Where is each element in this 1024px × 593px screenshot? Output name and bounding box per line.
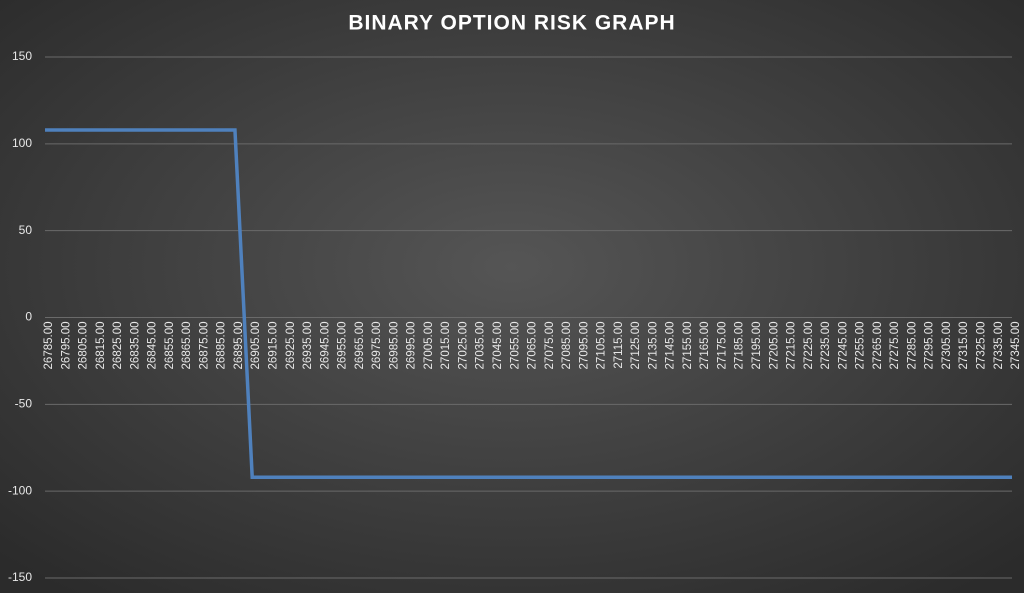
x-tick-label: 27305.00: [941, 322, 953, 370]
x-tick-label: 27135.00: [647, 322, 659, 370]
x-tick-label: 27025.00: [457, 322, 469, 370]
x-tick-label: 27005.00: [423, 322, 435, 370]
y-tick-label: -50: [15, 397, 33, 411]
y-tick-label: 0: [25, 310, 32, 324]
x-tick-label: 26835.00: [129, 322, 141, 370]
y-tick-label: 50: [19, 223, 33, 237]
x-tick-label: 26805.00: [78, 322, 90, 370]
x-tick-label: 27325.00: [975, 322, 987, 370]
x-tick-label: 27295.00: [924, 322, 936, 370]
x-tick-label: 26785.00: [43, 322, 55, 370]
x-tick-label: 27115.00: [613, 322, 625, 369]
x-tick-label: 27245.00: [837, 322, 849, 370]
x-tick-label: 27105.00: [596, 322, 608, 370]
x-tick-label: 26895.00: [233, 322, 245, 370]
x-tick-label: 27045.00: [492, 322, 504, 370]
y-tick-label: 150: [12, 49, 32, 63]
x-tick-label: 27195.00: [751, 322, 763, 370]
y-tick-label: -150: [8, 570, 32, 584]
x-tick-label: 27095.00: [578, 322, 590, 370]
x-tick-label: 26975.00: [371, 322, 383, 370]
x-tick-label: 27145.00: [665, 322, 677, 370]
x-tick-label: 26925.00: [285, 322, 297, 370]
x-tick-label: 26995.00: [406, 322, 418, 370]
x-tick-label: 27165.00: [699, 322, 711, 370]
x-tick-label: 27085.00: [561, 322, 573, 370]
chart-title: BINARY OPTION RISK GRAPH: [348, 12, 675, 35]
x-tick-label: 26865.00: [181, 322, 193, 370]
x-tick-label: 26905.00: [250, 322, 262, 370]
x-tick-label: 26855.00: [164, 322, 176, 370]
x-tick-label: 27235.00: [820, 322, 832, 370]
x-tick-label: 27255.00: [855, 322, 867, 370]
x-tick-label: 27285.00: [906, 322, 918, 370]
x-tick-label: 27035.00: [475, 322, 487, 370]
x-tick-label: 27075.00: [544, 322, 556, 370]
x-tick-label: 27215.00: [786, 322, 798, 370]
x-tick-label: 27205.00: [768, 322, 780, 370]
x-tick-label: 27125.00: [630, 322, 642, 370]
x-tick-label: 27155.00: [682, 322, 694, 370]
x-tick-label: 26885.00: [216, 322, 228, 370]
x-tick-label: 27065.00: [527, 322, 539, 370]
y-tick-label: -100: [8, 483, 32, 497]
x-tick-label: 27055.00: [509, 322, 521, 370]
x-tick-label: 27265.00: [872, 322, 884, 370]
x-tick-label: 26795.00: [60, 322, 72, 370]
x-tick-label: 27345.00: [1010, 322, 1022, 370]
x-tick-label: 26955.00: [337, 322, 349, 370]
x-tick-label: 26825.00: [112, 322, 124, 370]
x-tick-label: 26945.00: [319, 322, 331, 370]
x-tick-label: 26965.00: [354, 322, 366, 370]
x-tick-label: 27315.00: [958, 322, 970, 370]
x-tick-label: 26985.00: [388, 322, 400, 370]
x-tick-label: 26815.00: [95, 322, 107, 370]
x-tick-label: 27015.00: [440, 322, 452, 370]
x-tick-label: 26935.00: [302, 322, 314, 370]
x-tick-label: 27185.00: [734, 322, 746, 370]
x-tick-label: 27275.00: [889, 322, 901, 370]
x-tick-label: 27175.00: [716, 322, 728, 370]
y-tick-label: 100: [12, 136, 32, 150]
data-line: [45, 128, 1012, 480]
x-tick-label: 26875.00: [198, 322, 210, 370]
x-tick-label: 27335.00: [993, 322, 1005, 370]
x-tick-label: 27225.00: [803, 322, 815, 370]
x-tick-label: 26845.00: [147, 322, 159, 370]
x-tick-label: 26915.00: [268, 322, 280, 370]
